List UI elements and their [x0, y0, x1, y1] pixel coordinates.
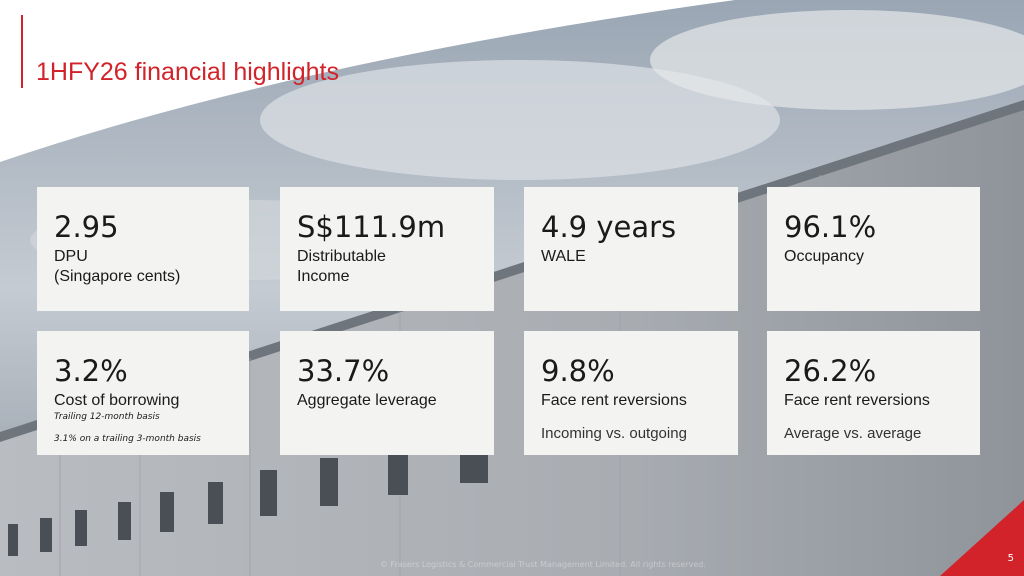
copyright: © Frasers Logistics & Commercial Trust M… [380, 560, 706, 569]
metric-value: 26.2% [784, 354, 877, 388]
metric-label: (Singapore cents) [54, 268, 181, 285]
highlight-card: 33.7% Aggregate leverage [280, 331, 494, 455]
metric-label: Occupancy [784, 248, 865, 265]
highlight-card: 4.9 years WALE [524, 187, 738, 311]
highlight-card: S$111.9m Distributable Income [280, 187, 494, 311]
accent-bar [21, 15, 23, 88]
metric-subtitle: Average vs. average [784, 425, 922, 442]
metric-note: 3.1% on a trailing 3-month basis [54, 434, 201, 444]
metric-value: 4.9 years [541, 210, 677, 244]
slide-title: 1HFY26 financial highlights [36, 58, 339, 86]
metric-label: Face rent reversions [784, 392, 930, 409]
metric-subtitle: Incoming vs. outgoing [541, 425, 687, 442]
metric-note: Trailing 12-month basis [54, 412, 160, 422]
highlight-card: 3.2% Cost of borrowing Trailing 12-month b… [37, 331, 249, 455]
metric-value: 96.1% [784, 210, 877, 244]
highlight-card: 96.1% Occupancy [767, 187, 980, 311]
metric-value: S$111.9m [297, 210, 446, 244]
metric-label: WALE [541, 248, 586, 265]
highlight-card: 2.95 DPU (Singapore cents) [37, 187, 249, 311]
highlight-card: 26.2% Face rent reversions Average vs. ave… [767, 331, 980, 455]
metric-value: 33.7% [297, 354, 390, 388]
metric-value: 3.2% [54, 354, 128, 388]
metric-label: DPU [54, 248, 88, 265]
metric-label: Distributable [297, 248, 386, 265]
metric-value: 2.95 [54, 210, 119, 244]
metric-value: 9.8% [541, 354, 615, 388]
metric-label: Cost of borrowing [54, 392, 180, 409]
metric-label: Income [297, 268, 350, 285]
metric-label: Face rent reversions [541, 392, 687, 409]
page-number: 5 [1007, 553, 1014, 564]
metric-label: Aggregate leverage [297, 392, 437, 409]
highlight-card: 9.8% Face rent reversions Incoming vs. out… [524, 331, 738, 455]
